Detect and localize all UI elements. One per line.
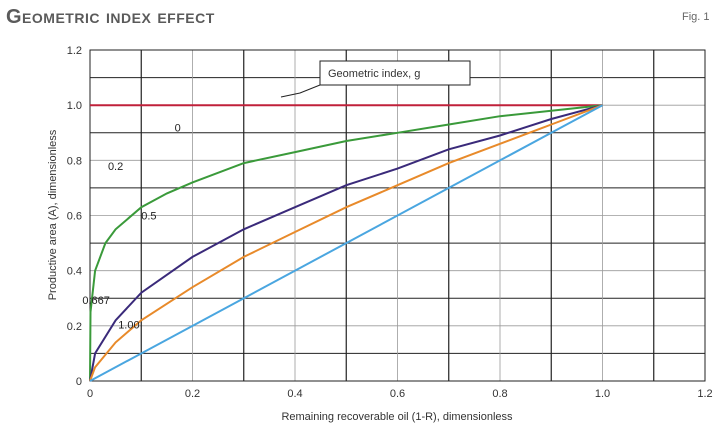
curve-label: 0.5 xyxy=(141,211,156,223)
y-axis-label: Productive area (A), dimensionless xyxy=(47,129,59,300)
x-tick-label: 1.2 xyxy=(697,388,712,400)
curve-labels: 0 0.2 0.5 0.667 1.00 xyxy=(82,122,180,331)
plot-border xyxy=(89,49,706,382)
curve-label: 1.00 xyxy=(118,320,139,332)
legend-pointer xyxy=(280,84,321,98)
curve-label: 0 xyxy=(175,122,181,134)
y-tick-label: 0.6 xyxy=(67,211,82,223)
legend-group: Geometric index, g xyxy=(280,60,471,98)
y-tick-label: 0.8 xyxy=(67,155,82,167)
curve-label: 0.2 xyxy=(108,161,123,173)
curve-label: 0.667 xyxy=(82,295,110,307)
y-tick-label: 0.2 xyxy=(67,321,82,333)
series-line-0-5 xyxy=(89,104,603,382)
legend-title: Geometric index, g xyxy=(328,68,420,80)
series-line-0-2 xyxy=(89,104,603,382)
ticks: 0 0.2 0.4 0.6 0.8 1.0 1.2 0 0.2 0.4 0.6 0.8 1.0 1.2 xyxy=(67,45,713,400)
series-group xyxy=(89,104,603,382)
series-line-1-00 xyxy=(89,104,603,382)
x-tick-label: 0 xyxy=(87,388,93,400)
x-tick-label: 0.8 xyxy=(492,388,507,400)
series-line-0-667 xyxy=(89,104,603,382)
x-tick-label: 1.0 xyxy=(595,388,610,400)
x-tick-label: 0.4 xyxy=(287,388,302,400)
x-tick-label: 0.2 xyxy=(185,388,200,400)
y-tick-label: 0.4 xyxy=(67,266,82,278)
plot-frame xyxy=(89,49,706,382)
x-tick-label: 0.6 xyxy=(390,388,405,400)
chart-title: Geometric index effect xyxy=(6,6,215,28)
x-axis-label: Remaining recoverable oil (1-R), dimensi… xyxy=(281,411,513,423)
y-tick-label: 1.2 xyxy=(67,45,82,57)
y-tick-label: 0 xyxy=(76,376,82,388)
legend-box xyxy=(319,60,471,86)
figure-label: Fig. 1 xyxy=(682,11,710,23)
y-tick-label: 1.0 xyxy=(67,100,82,112)
